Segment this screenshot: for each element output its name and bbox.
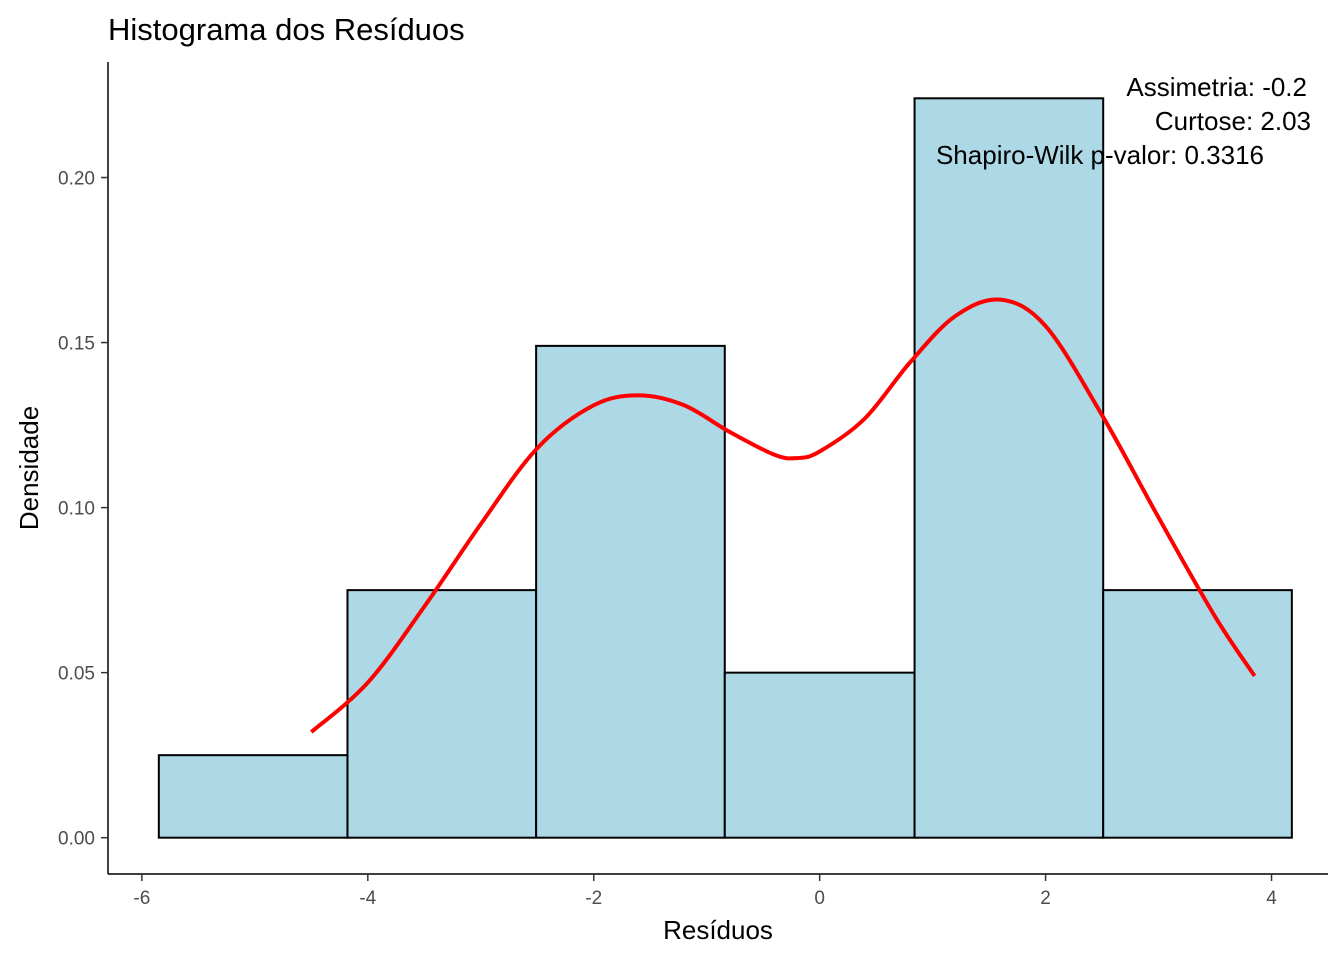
y-tick-label: 0.15	[58, 334, 95, 355]
x-axis-ticks: -6 -4 -2 0 2 4	[133, 874, 1277, 909]
x-tick-label: -6	[133, 888, 150, 909]
annotation-shapiro-wilk: Shapiro-Wilk p-valor: 0.3316	[936, 140, 1264, 170]
density-curve-group	[310, 297, 1257, 734]
histogram-bar-5	[913, 97, 1105, 839]
x-tick-label: -4	[359, 888, 376, 909]
histogram-bars	[157, 97, 1293, 839]
histogram-bar-3	[535, 344, 726, 839]
histogram-bar-6	[1102, 589, 1293, 839]
y-tick-label: 0.20	[58, 169, 95, 190]
x-tick-label: 0	[814, 888, 825, 909]
histogram-bar-1	[157, 754, 349, 839]
x-tick-label: 4	[1266, 888, 1277, 909]
annotation-skewness: Assimetria: -0.2	[1126, 72, 1307, 102]
y-tick-label: 0.05	[58, 664, 95, 685]
y-axis-title: Densidade	[14, 406, 44, 530]
density-curve	[310, 297, 1257, 734]
histogram-bar-4	[723, 671, 916, 839]
y-tick-label: 0.10	[58, 499, 95, 520]
annotation-kurtosis: Curtose: 2.03	[1155, 106, 1311, 136]
histogram-bar-2	[346, 589, 538, 839]
chart-title: Histograma dos Resíduos	[108, 12, 465, 47]
x-tick-label: -2	[585, 888, 602, 909]
y-axis-ticks: 0.00 0.05 0.10 0.15 0.20	[58, 169, 108, 850]
statistics-annotations: Assimetria: -0.2 Curtose: 2.03 Shapiro-W…	[936, 72, 1311, 170]
x-tick-label: 2	[1040, 888, 1051, 909]
y-tick-label: 0.00	[58, 829, 95, 850]
x-axis-title: Resíduos	[663, 915, 773, 945]
